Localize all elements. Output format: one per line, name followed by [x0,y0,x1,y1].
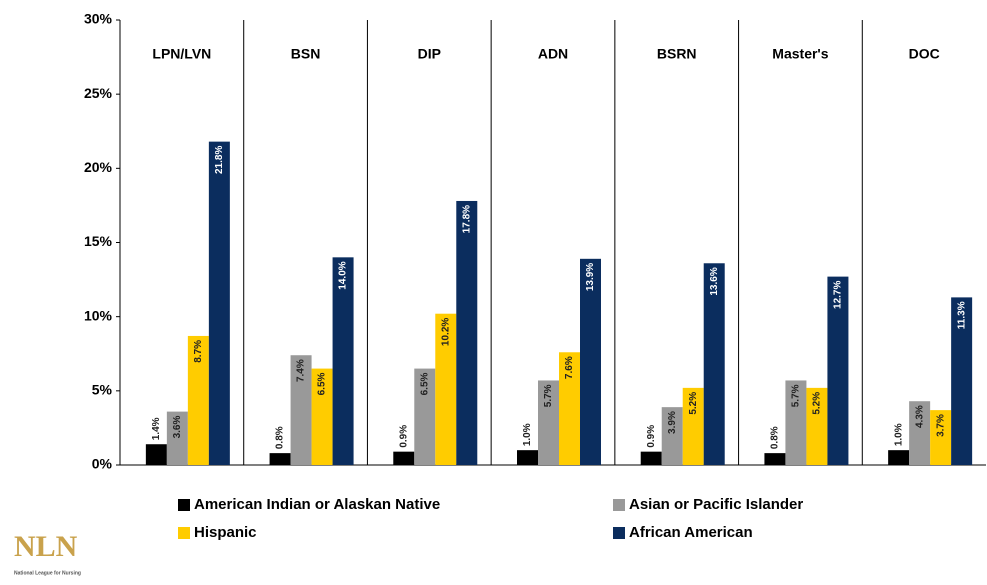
legend-swatch [613,527,625,539]
value-label: 11.3% [956,301,967,329]
value-label: 21.8% [214,146,225,174]
legend-label: Asian or Pacific Islander [629,496,803,513]
bar [269,453,291,465]
value-label: 17.8% [461,205,472,233]
legend-swatch [178,499,190,511]
bar [414,368,436,465]
value-label: 6.5% [419,372,430,395]
bar [311,368,333,465]
bar [393,451,415,465]
value-label: 5.7% [543,384,554,407]
category-label: Master's [772,46,828,62]
y-tick-label: 5% [92,382,113,398]
bar [559,352,580,465]
bar [166,411,188,465]
bar [332,257,354,465]
bar [888,450,910,465]
value-label: 3.7% [935,414,946,437]
bar [827,276,849,465]
bar [456,200,478,465]
bar [640,451,662,465]
bar [187,335,209,465]
value-label: 13.6% [709,267,720,295]
y-tick-label: 25% [84,85,113,101]
value-label: 1.0% [522,423,533,446]
y-tick-label: 0% [92,456,113,472]
legend-swatch [613,499,625,511]
value-label: 0.9% [398,425,409,448]
value-label: 12.7% [833,281,844,309]
value-label: 3.9% [667,411,678,434]
legend-label: African American [629,524,753,541]
legend-label: American Indian or Alaskan Native [194,496,440,513]
category-label: ADN [538,46,568,62]
value-label: 0.8% [275,426,286,449]
y-tick-label: 10% [84,307,113,323]
value-label: 0.9% [646,425,657,448]
value-label: 5.2% [812,392,823,415]
bar [290,355,312,465]
bar [703,263,725,465]
legend-swatch [178,527,190,539]
legend-label: Hispanic [194,524,257,541]
value-label: 3.6% [172,415,183,438]
y-tick-label: 15% [84,233,113,249]
bar [580,258,601,465]
bar [764,453,786,465]
value-label: 0.8% [770,426,781,449]
category-label: BSRN [657,46,697,62]
value-label: 8.7% [193,340,204,363]
bar [661,407,683,465]
bar [538,380,559,465]
category-label: LPN/LVN [152,46,211,62]
value-label: 5.7% [791,384,802,407]
value-label: 1.0% [893,423,904,446]
value-label: 10.2% [440,318,451,346]
category-label: DIP [418,46,441,62]
logo-tagline: National League for Nursing [14,570,81,576]
bar [517,450,538,465]
bar [682,387,704,465]
value-label: 7.4% [296,359,307,382]
bar [951,297,973,465]
value-label: 4.3% [914,405,925,428]
logo-name: NLN [14,530,78,563]
category-label: DOC [909,46,940,62]
value-label: 1.4% [151,417,162,440]
value-label: 7.6% [564,356,575,379]
bar [785,380,807,465]
bar [806,387,828,465]
bar [930,410,952,465]
value-label: 14.0% [338,261,349,289]
y-tick-label: 20% [84,159,113,175]
category-label: BSN [291,46,321,62]
bar [145,444,167,465]
y-tick-label: 30% [84,11,113,27]
value-label: 13.9% [585,263,596,291]
value-label: 6.5% [317,372,328,395]
bar [909,401,931,465]
bar [208,141,230,465]
value-label: 5.2% [688,392,699,415]
bar [435,313,457,465]
